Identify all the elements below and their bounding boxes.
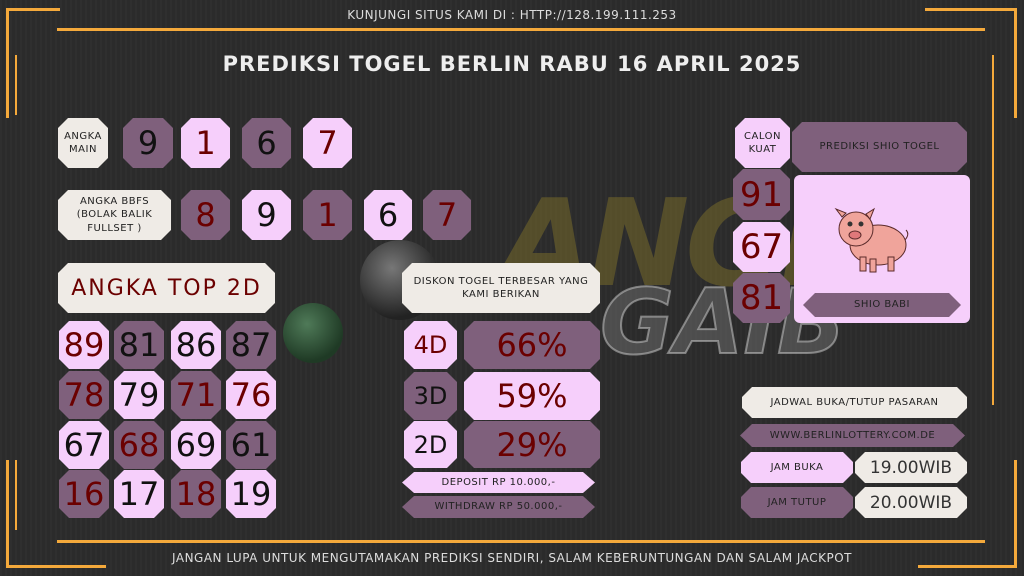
prediksi-shio-title: PREDIKSI SHIO TOGEL <box>792 122 967 172</box>
diskon-label: DISKON TOGEL TERBESAR YANG KAMI BERIKAN <box>402 263 600 313</box>
shio-number: 81 <box>733 273 790 323</box>
shio-number: 67 <box>733 222 790 272</box>
top2d-number: 18 <box>171 470 221 518</box>
top2d-label: ANGKA TOP 2D <box>58 263 275 313</box>
angka-main-digit: 7 <box>303 118 352 168</box>
deposit-info: DEPOSIT RP 10.000,- <box>402 472 595 493</box>
frame-corner <box>1014 460 1017 568</box>
diskon-pct-2d: 29% <box>464 421 600 468</box>
diskon-type-4d: 4D <box>404 321 457 369</box>
shio-number: 91 <box>733 169 790 220</box>
frame-line <box>992 55 994 405</box>
calon-kuat-label: CALON KUAT <box>735 118 790 168</box>
jam-buka-label: JAM BUKA <box>741 452 853 483</box>
top2d-number: 71 <box>171 371 221 419</box>
top2d-number: 16 <box>59 470 109 518</box>
top2d-number: 79 <box>114 371 164 419</box>
frame-corner <box>6 565 106 568</box>
frame-corner <box>1014 8 1017 118</box>
top2d-number: 76 <box>226 371 276 419</box>
top2d-number: 87 <box>226 321 276 369</box>
visit-site-text: KUNJUNGI SITUS KAMI DI : HTTP://128.199.… <box>347 8 677 22</box>
frame-line <box>57 28 985 31</box>
website-url[interactable]: WWW.BERLINLOTTERY.COM.DE <box>740 424 965 447</box>
angka-main-digit: 1 <box>181 118 230 168</box>
top2d-number: 86 <box>171 321 221 369</box>
jadwal-title: JADWAL BUKA/TUTUP PASARAN <box>742 387 967 418</box>
top2d-number: 17 <box>114 470 164 518</box>
bbfs-digit: 7 <box>423 190 471 240</box>
billiard-ball-icon <box>283 303 343 363</box>
bbfs-label: ANGKA BBFS (BOLAK BALIK FULLSET ) <box>58 190 171 240</box>
bbfs-digit: 8 <box>181 190 230 240</box>
diskon-type-2d: 2D <box>404 421 457 468</box>
bbfs-digit: 1 <box>303 190 352 240</box>
shio-panel: SHIO BABI <box>794 175 970 323</box>
withdraw-info: WITHDRAW RP 50.000,- <box>402 496 595 518</box>
top2d-number: 81 <box>114 321 164 369</box>
page-title: PREDIKSI TOGEL BERLIN RABU 16 APRIL 2025 <box>222 52 802 76</box>
top2d-number: 61 <box>226 421 276 469</box>
diskon-pct-4d: 66% <box>464 321 600 369</box>
top2d-number: 69 <box>171 421 221 469</box>
diskon-pct-3d: 59% <box>464 372 600 420</box>
bbfs-digit: 6 <box>364 190 412 240</box>
diskon-type-3d: 3D <box>404 372 457 420</box>
jam-tutup-label: JAM TUTUP <box>741 487 853 518</box>
frame-corner <box>925 8 1017 11</box>
jam-tutup-value: 20.00WIB <box>855 487 967 518</box>
frame-line <box>15 55 17 115</box>
frame-line <box>57 540 985 543</box>
pig-icon <box>834 207 909 273</box>
footer-text: JANGAN LUPA UNTUK MENGUTAMAKAN PREDIKSI … <box>172 551 852 565</box>
angka-main-label: ANGKA MAIN <box>58 118 108 168</box>
frame-line <box>15 460 17 530</box>
frame-corner <box>6 8 9 118</box>
frame-corner <box>6 460 9 568</box>
top2d-number: 89 <box>59 321 109 369</box>
angka-main-digit: 6 <box>242 118 291 168</box>
jam-buka-value: 19.00WIB <box>855 452 967 483</box>
top2d-number: 78 <box>59 371 109 419</box>
top2d-number: 68 <box>114 421 164 469</box>
top2d-number: 19 <box>226 470 276 518</box>
top2d-number: 67 <box>59 421 109 469</box>
bbfs-digit: 9 <box>242 190 291 240</box>
angka-main-digit: 9 <box>123 118 173 168</box>
shio-name: SHIO BABI <box>803 293 961 317</box>
frame-corner <box>918 565 1017 568</box>
frame-corner <box>6 8 60 11</box>
